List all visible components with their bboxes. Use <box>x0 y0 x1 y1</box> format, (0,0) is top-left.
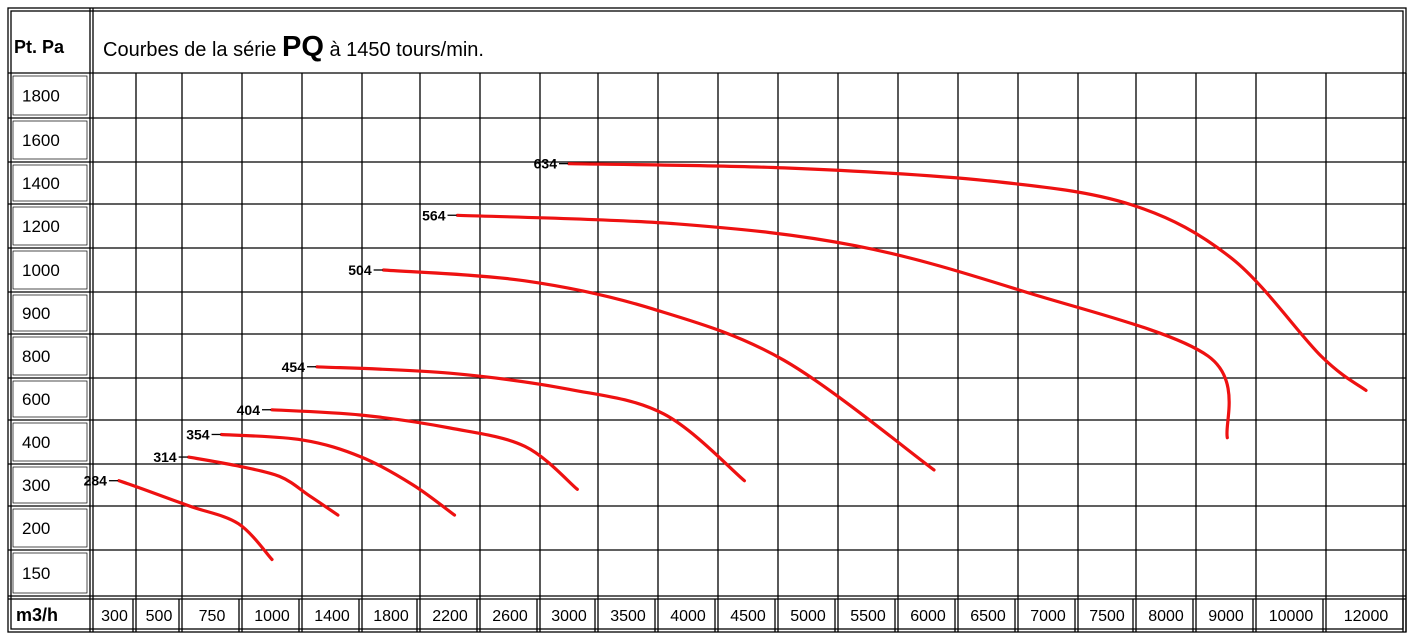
x-tick-label: 6500 <box>970 608 1006 625</box>
title-prefix: Courbes de la série <box>103 39 282 61</box>
curve-label-454: 454 <box>282 359 306 375</box>
y-tick-label: 900 <box>22 304 50 323</box>
x-tick-label: 4000 <box>670 608 706 625</box>
x-tick-label: 3000 <box>551 608 587 625</box>
y-tick-label: 800 <box>22 347 50 366</box>
curve-314 <box>187 455 340 517</box>
x-tick-label: 500 <box>146 608 173 625</box>
curve-634 <box>567 162 1368 392</box>
performance-curves <box>117 162 1368 562</box>
x-tick-label: 6000 <box>910 608 946 625</box>
y-tick-label: 1600 <box>22 131 60 150</box>
curve-labels: 284 314 354 404 454 504 564 634 <box>84 156 568 489</box>
x-tick-label: 300 <box>101 608 128 625</box>
y-tick-label: 200 <box>22 519 50 538</box>
curve-label-284: 284 <box>84 473 108 489</box>
x-tick-label: 7000 <box>1030 608 1066 625</box>
y-tick-label: 1400 <box>22 174 60 193</box>
x-tick-label: 10000 <box>1269 608 1314 625</box>
x-tick-label: 1400 <box>314 608 350 625</box>
x-tick-label: 12000 <box>1344 608 1389 625</box>
inner-frame <box>10 10 1404 630</box>
curve-354 <box>220 432 457 517</box>
y-tick-label: 1800 <box>22 87 60 106</box>
curve-404 <box>270 408 579 491</box>
x-tick-label: 2600 <box>492 608 528 625</box>
curve-504 <box>382 268 936 472</box>
curve-label-404: 404 <box>237 402 261 418</box>
curve-284 <box>117 479 274 562</box>
x-tick-label: 5000 <box>790 608 826 625</box>
x-tick-label: 7500 <box>1089 608 1125 625</box>
x-tick-label: 750 <box>199 608 226 625</box>
x-tick-label: 2200 <box>432 608 468 625</box>
curve-label-564: 564 <box>422 207 446 223</box>
y-label-cell <box>12 250 88 290</box>
x-tick-label: 8000 <box>1148 608 1184 625</box>
y-label-cell <box>12 294 88 332</box>
x-tick-label: 1000 <box>254 608 290 625</box>
x-tick-label: 3500 <box>610 608 646 625</box>
axis-tick-labels: 1800 1600 1400 1200 1000 900 800 600 400 300 200 15… <box>16 87 1388 626</box>
y-label-cell <box>12 336 88 376</box>
x-tick-label: 4500 <box>730 608 766 625</box>
y-label-cell <box>12 75 88 116</box>
y-label-cell <box>12 120 88 160</box>
y-label-cell <box>12 552 88 594</box>
y-label-cell <box>12 164 88 202</box>
chart-title: Courbes de la série PQ à 1450 tours/min. <box>103 31 484 63</box>
y-tick-label: 300 <box>22 476 50 495</box>
y-tick-label: 600 <box>22 390 50 409</box>
curve-label-314: 314 <box>153 449 177 465</box>
x-tick-label: 9000 <box>1208 608 1244 625</box>
y-axis-unit-label: Pt. Pa <box>14 37 65 57</box>
y-tick-label: 150 <box>22 564 50 583</box>
x-tick-label: 5500 <box>850 608 886 625</box>
y-label-cell <box>12 380 88 418</box>
curve-564 <box>455 213 1231 440</box>
curve-label-504: 504 <box>348 262 372 278</box>
y-label-cell <box>12 466 88 504</box>
y-tick-label: 400 <box>22 433 50 452</box>
y-label-cell <box>12 508 88 548</box>
title-suffix: à 1450 tours/min. <box>324 39 484 61</box>
curve-454 <box>315 365 746 483</box>
y-label-cell <box>12 422 88 462</box>
title-series-name: PQ <box>282 31 324 63</box>
y-label-cell <box>12 206 88 246</box>
y-tick-label: 1200 <box>22 217 60 236</box>
y-tick-label: 1000 <box>22 261 60 280</box>
x-tick-label: 1800 <box>373 608 409 625</box>
x-axis-unit-label: m3/h <box>16 605 58 625</box>
curve-label-354: 354 <box>186 426 210 442</box>
curve-label-634: 634 <box>534 156 558 172</box>
